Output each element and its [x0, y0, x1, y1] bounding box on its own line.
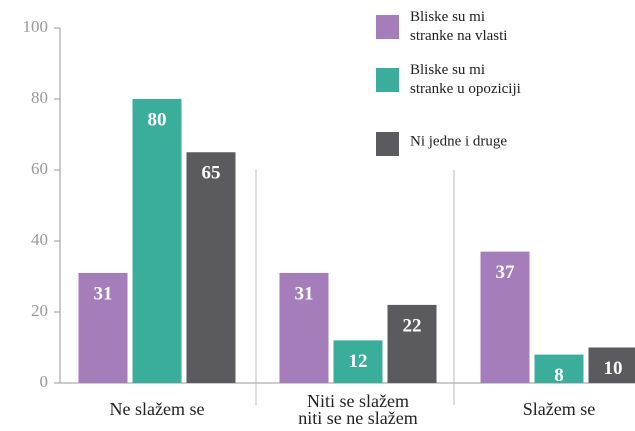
bar: [279, 272, 329, 383]
data-label: 10: [604, 358, 623, 379]
data-label: 65: [202, 163, 221, 184]
data-label: 31: [94, 283, 113, 304]
data-label: 22: [403, 315, 422, 336]
y-tick-label: 0: [40, 372, 49, 391]
data-label: 31: [295, 283, 314, 304]
legend-swatch: [376, 132, 399, 156]
bar: [534, 354, 584, 383]
y-tick-label: 80: [31, 88, 48, 107]
data-label: 12: [349, 351, 368, 372]
bar: [186, 152, 236, 383]
x-tick-label: Niti se slažem niti se ne slažem: [298, 391, 417, 428]
y-tick-label: 40: [31, 230, 48, 249]
bar: [480, 251, 530, 383]
data-label: 8: [554, 365, 564, 386]
bar: [78, 272, 128, 383]
y-tick-label: 100: [23, 17, 49, 36]
bar: [132, 99, 182, 383]
bar: [387, 304, 437, 383]
bar: [588, 347, 635, 383]
data-label: 80: [148, 109, 167, 130]
y-tick-label: 20: [31, 301, 48, 320]
x-tick-label: Ne slažem se: [110, 399, 205, 419]
bar: [333, 340, 383, 383]
legend-label: Bliske su mi stranke u opoziciji: [410, 62, 521, 97]
data-label: 37: [496, 262, 516, 283]
legend-label: Ni jedne i druge: [410, 133, 507, 149]
y-tick-label: 60: [31, 159, 48, 178]
legend-swatch: [376, 15, 399, 39]
legend-label: Bliske su mi stranke na vlasti: [410, 9, 507, 44]
legend-swatch: [376, 68, 399, 92]
x-tick-label: Slažem se: [523, 399, 595, 419]
